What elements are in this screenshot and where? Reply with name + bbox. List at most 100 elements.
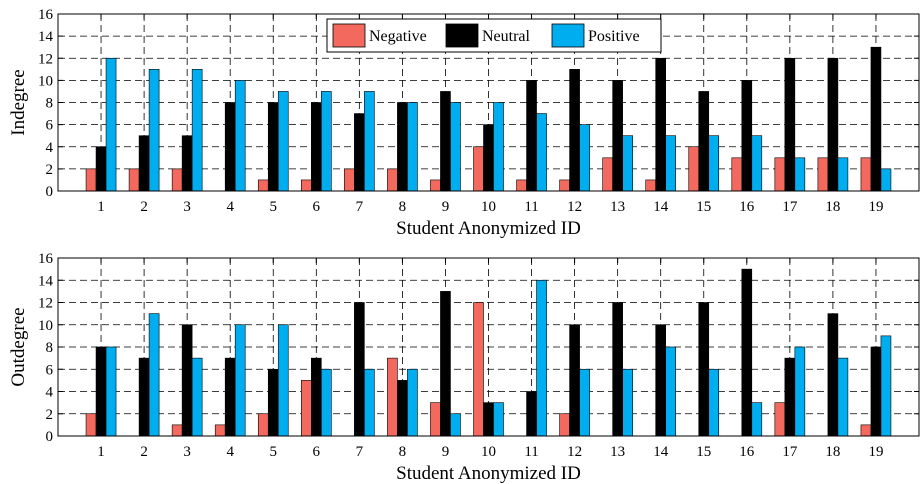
bar-positive: [622, 368, 633, 437]
bar-negative: [731, 157, 743, 192]
x-tick-label: 15: [696, 199, 711, 215]
bar-neutral: [224, 357, 236, 437]
bar-positive: [751, 402, 763, 437]
bar-positive: [234, 324, 246, 437]
bar-neutral: [310, 357, 322, 437]
x-tick-label: 19: [868, 444, 883, 460]
bar-negative: [171, 424, 183, 437]
bar-neutral: [397, 102, 408, 192]
bar-neutral: [440, 91, 451, 192]
y-tick-label: 16: [38, 7, 54, 23]
bar-neutral: [827, 313, 839, 437]
bar-positive: [148, 313, 160, 437]
y-tick-label: 6: [46, 118, 54, 134]
x-tick-label: 11: [524, 199, 538, 215]
x-tick-label: 11: [524, 444, 538, 460]
x-tick-label: 6: [313, 199, 321, 215]
bar-negative: [473, 146, 484, 192]
y-axis-title: Indegree: [8, 69, 29, 135]
bar-negative: [257, 413, 269, 437]
x-tick-label: 2: [140, 444, 148, 460]
bar-negative: [387, 357, 398, 437]
bar-neutral: [483, 124, 494, 192]
x-tick-label: 3: [183, 444, 191, 460]
bar-negative: [645, 179, 657, 192]
x-tick-label: 14: [653, 199, 669, 215]
x-tick-label: 1: [97, 444, 105, 460]
y-tick-label: 6: [46, 362, 54, 378]
bar-positive: [320, 91, 332, 192]
bar-positive: [579, 124, 590, 192]
x-tick-label: 4: [226, 199, 234, 215]
bar-neutral: [741, 80, 753, 192]
bar-positive: [105, 346, 117, 437]
bar-negative: [774, 402, 786, 437]
y-tick-label: 4: [46, 385, 54, 401]
y-tick-label: 14: [38, 273, 54, 289]
bar-positive: [234, 80, 246, 192]
bar-neutral: [483, 402, 494, 437]
bar-negative: [817, 157, 829, 192]
y-tick-label: 8: [46, 96, 54, 112]
bar-negative: [85, 413, 97, 437]
x-tick-label: 1: [97, 199, 105, 215]
y-tick-label: 8: [46, 340, 54, 356]
legend-label-negative: Negative: [369, 28, 427, 45]
bar-neutral: [698, 91, 710, 192]
bar-positive: [493, 402, 504, 437]
bar-positive: [407, 102, 418, 192]
x-tick-label: 18: [825, 199, 840, 215]
bar-positive: [191, 69, 203, 192]
bar-neutral: [310, 102, 322, 192]
y-tick-label: 14: [38, 29, 54, 45]
bar-neutral: [181, 135, 193, 192]
bar-negative: [559, 413, 570, 437]
bar-negative: [387, 168, 398, 192]
bar-negative: [128, 168, 140, 192]
x-tick-label: 14: [653, 444, 669, 460]
legend-swatch-neutral: [445, 23, 479, 48]
x-tick-label: 5: [270, 444, 278, 460]
bar-negative: [257, 179, 269, 192]
x-tick-label: 10: [481, 444, 496, 460]
x-tick-label: 6: [313, 444, 321, 460]
bar-negative: [85, 168, 97, 192]
bar-negative: [344, 168, 355, 192]
x-tick-label: 16: [739, 199, 755, 215]
bar-neutral: [138, 357, 150, 437]
x-tick-label: 12: [567, 199, 582, 215]
bar-positive: [536, 113, 547, 192]
y-tick-label: 12: [38, 51, 53, 67]
bar-positive: [708, 368, 720, 437]
y-tick-label: 0: [46, 184, 54, 200]
bar-positive: [493, 102, 504, 192]
bar-negative: [516, 179, 527, 192]
bar-neutral: [526, 391, 537, 437]
bar-neutral: [870, 46, 882, 192]
legend-box: [326, 18, 662, 53]
bar-neutral: [224, 102, 236, 192]
bar-positive: [751, 135, 763, 192]
bar-neutral: [612, 302, 623, 437]
y-tick-label: 2: [46, 407, 54, 423]
bar-negative: [430, 402, 441, 437]
y-tick-label: 4: [46, 140, 54, 156]
x-tick-label: 10: [481, 199, 496, 215]
bar-neutral: [569, 69, 580, 192]
x-tick-label: 17: [782, 199, 798, 215]
x-tick-label: 9: [442, 199, 450, 215]
y-tick-label: 10: [38, 318, 53, 334]
x-tick-label: 13: [610, 199, 625, 215]
bar-positive: [880, 335, 892, 437]
bar-negative: [602, 157, 613, 192]
x-tick-label: 5: [270, 199, 278, 215]
bar-positive: [708, 135, 720, 192]
bar-neutral: [181, 324, 193, 437]
x-tick-label: 16: [739, 444, 755, 460]
bar-positive: [364, 91, 375, 192]
bar-positive: [105, 57, 117, 192]
x-tick-label: 18: [825, 444, 840, 460]
